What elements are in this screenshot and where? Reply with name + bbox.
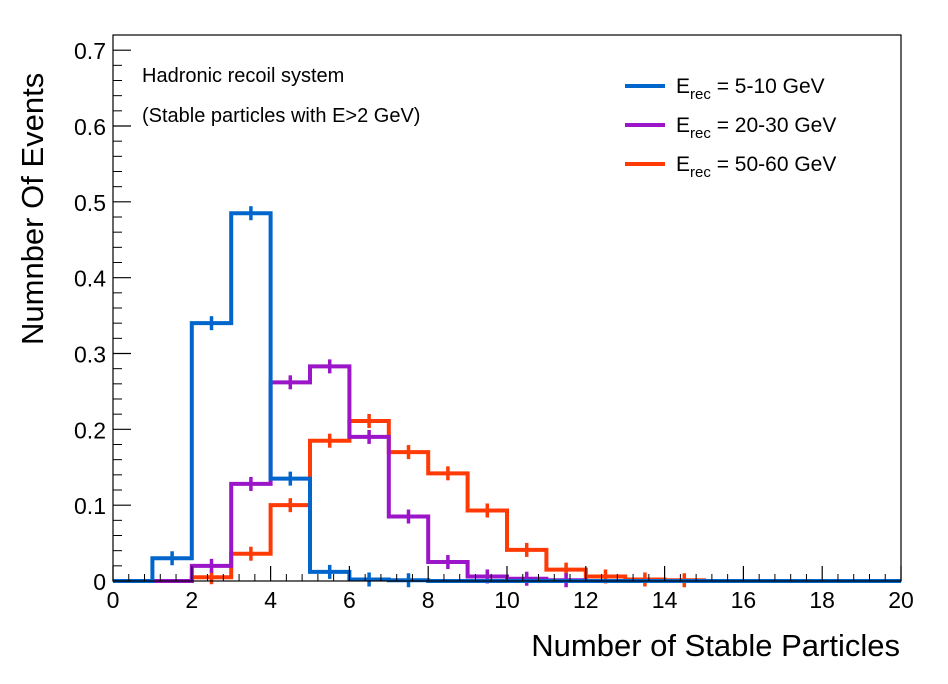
x-tick-label: 4 bbox=[264, 587, 277, 613]
x-tick-label: 0 bbox=[107, 587, 120, 613]
x-tick-label: 20 bbox=[888, 587, 914, 613]
y-tick-label: 0.3 bbox=[74, 342, 106, 368]
y-tick-label: 0.2 bbox=[74, 417, 106, 443]
y-axis-title: Numnber Of Events bbox=[15, 73, 50, 345]
x-tick-label: 18 bbox=[809, 587, 835, 613]
x-tick-label: 10 bbox=[494, 587, 520, 613]
legend-label: Erec = 50-60 GeV bbox=[676, 153, 836, 181]
x-tick-label: 8 bbox=[422, 587, 435, 613]
x-tick-label: 6 bbox=[343, 587, 356, 613]
annotation-line-1: Hadronic recoil system bbox=[142, 65, 344, 87]
x-tick-label: 12 bbox=[573, 587, 599, 613]
x-tick-label: 14 bbox=[652, 587, 678, 613]
y-tick-label: 0.6 bbox=[74, 114, 106, 140]
y-tick-label: 0.4 bbox=[74, 266, 106, 292]
y-tick-label: 0.1 bbox=[74, 493, 106, 519]
ticks-layer: 0 2 4 6 8 10 12 14 16 18 20 0 0.1 0.2 0.3 0.4 0.5 0.6 0.7 bbox=[74, 34, 914, 613]
x-axis-title: Number of Stable Particles bbox=[531, 628, 900, 663]
legend: Erec = 5-10 GeV Erec = 20-30 GeV Erec = 50… bbox=[625, 75, 836, 181]
x-tick-label: 16 bbox=[731, 587, 757, 613]
legend-label: Erec = 5-10 GeV bbox=[676, 75, 825, 103]
y-tick-label: 0.5 bbox=[74, 190, 106, 216]
annotation-line-2: (Stable particles with E>2 GeV) bbox=[142, 105, 420, 127]
x-tick-label: 2 bbox=[185, 587, 198, 613]
y-tick-label: 0.7 bbox=[74, 38, 106, 64]
legend-label: Erec = 20-30 GeV bbox=[676, 114, 836, 142]
y-tick-label: 0 bbox=[93, 569, 106, 595]
